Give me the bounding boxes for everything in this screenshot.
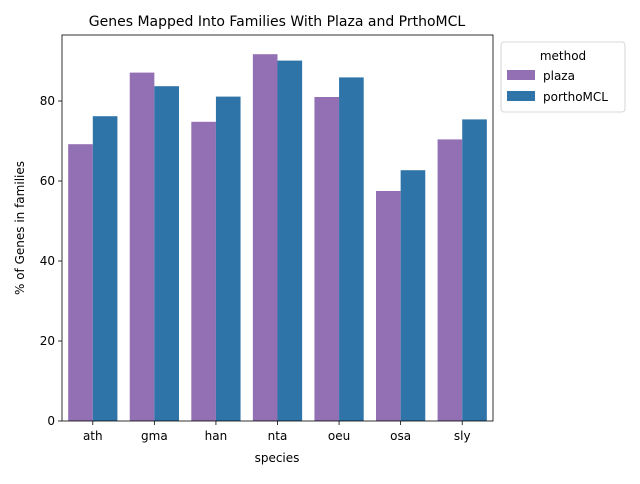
bar-porthomcl-nta (277, 60, 303, 421)
x-tick-label: gma (141, 429, 168, 443)
bar-plaza-ath (68, 144, 93, 421)
bar-plaza-nta (252, 54, 278, 421)
legend-title: method (540, 49, 586, 63)
legend-swatch-porthomcl (507, 91, 535, 101)
x-tick-label: han (205, 429, 228, 443)
bar-porthomcl-han (215, 96, 241, 421)
bar-porthomcl-ath (92, 116, 118, 421)
plot-frame (61, 34, 494, 422)
bar-plaza-osa (376, 191, 401, 421)
x-tick-label: ath (83, 429, 103, 443)
bar-plaza-han (191, 121, 216, 422)
x-axis-ticks: ath gma han nta oeu osa sly (83, 421, 471, 443)
bar-plaza-gma (129, 72, 155, 421)
y-tick-label: 80 (40, 94, 55, 108)
bar-porthomcl-sly (462, 119, 487, 422)
chart-title: Genes Mapped Into Families With Plaza an… (89, 14, 466, 30)
legend-swatch-plaza (507, 70, 535, 80)
y-axis-ticks: 0 20 40 60 80 (40, 94, 62, 428)
y-tick-label: 60 (40, 174, 55, 188)
x-tick-label: sly (454, 429, 471, 443)
bar-plaza-sly (437, 139, 463, 421)
y-tick-label: 40 (40, 254, 55, 268)
bar-porthomcl-osa (400, 170, 426, 421)
bars-group (68, 54, 487, 422)
x-tick-label: oeu (328, 429, 350, 443)
legend-label-plaza: plaza (543, 69, 575, 83)
x-axis-label: species (255, 451, 300, 465)
legend-label-porthomcl: porthoMCL (543, 90, 608, 104)
y-axis-label: % of Genes in families (13, 161, 27, 295)
bar-plaza-oeu (314, 97, 340, 421)
y-tick-label: 20 (40, 334, 55, 348)
bar-porthomcl-oeu (339, 77, 364, 422)
x-tick-label: osa (390, 429, 411, 443)
bar-porthomcl-gma (154, 86, 179, 421)
y-tick-label: 0 (47, 414, 55, 428)
x-tick-label: nta (268, 429, 288, 443)
legend: method plaza porthoMCL (500, 41, 626, 113)
